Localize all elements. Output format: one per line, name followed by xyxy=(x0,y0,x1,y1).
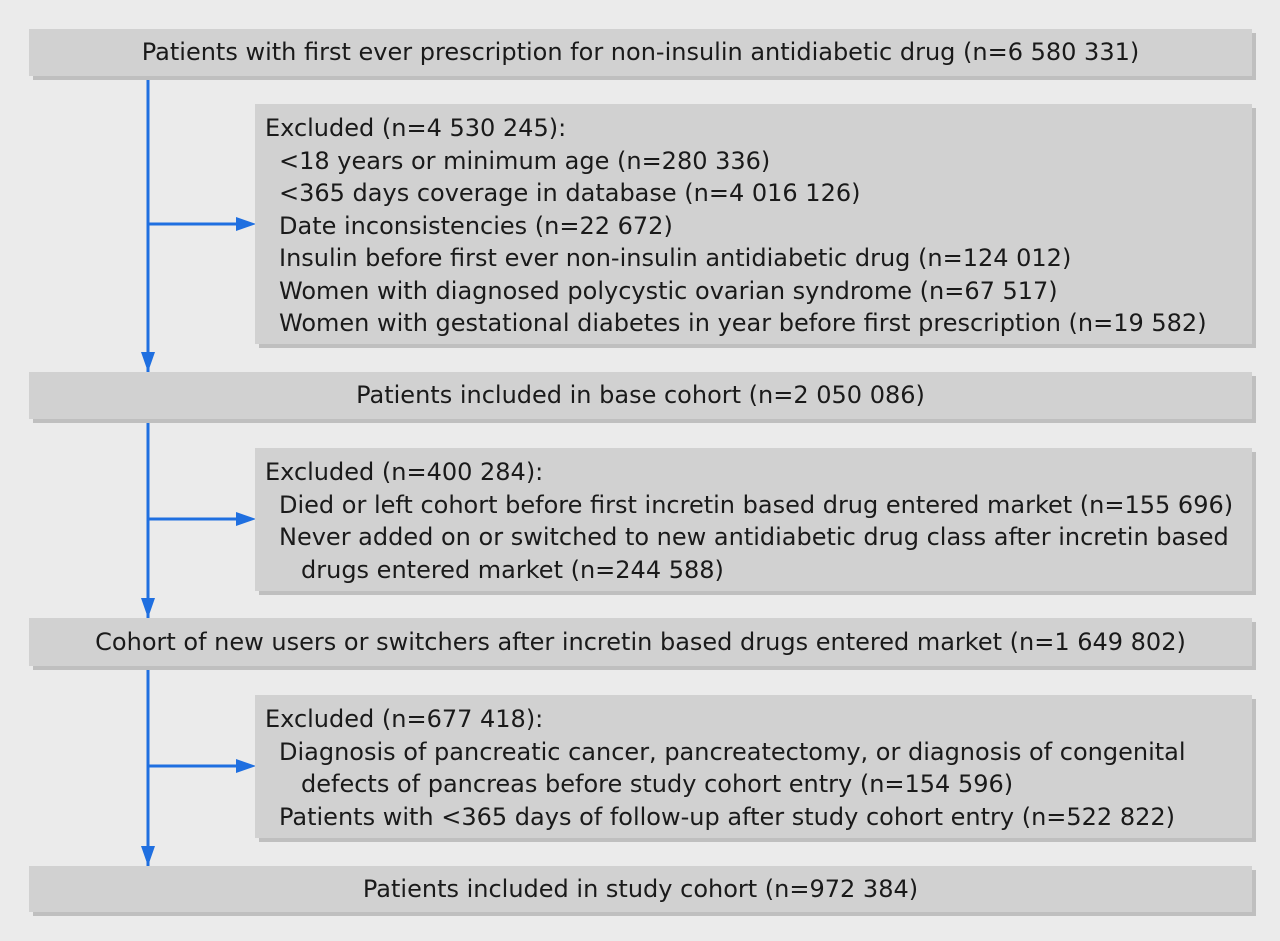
exclusion-item: Women with diagnosed polycystic ovarian … xyxy=(279,276,1058,305)
exclusion-item: Died or left cohort before first increti… xyxy=(279,490,1234,519)
exclusion-title-2: Excluded (n=400 284): xyxy=(265,458,544,486)
arrowhead-right-3 xyxy=(236,759,256,773)
arrowhead-down-2 xyxy=(141,598,155,618)
stage-box-new-users-cohort: Cohort of new users or switchers after i… xyxy=(29,618,1252,666)
exclusion-item: Insulin before first ever non-insulin an… xyxy=(279,244,1072,272)
arrowhead-right-2 xyxy=(236,512,256,526)
exclusion-item: <18 years or minimum age (n=280 336) xyxy=(279,146,771,175)
exclusion-item: Women with gestational diabetes in year … xyxy=(279,309,1207,337)
stage-box-initial: Patients with first ever prescription fo… xyxy=(29,29,1252,76)
stage-label-study-cohort: Patients included in study cohort (n=972… xyxy=(362,874,919,903)
exclusion-title-1: Excluded (n=4 530 245): xyxy=(265,114,567,142)
stage-box-study-cohort: Patients included in study cohort (n=972… xyxy=(29,866,1252,912)
exclusion-box-2: Excluded (n=400 284): Died or left cohor… xyxy=(255,448,1252,591)
exclusion-box-1: Excluded (n=4 530 245): <18 years or min… xyxy=(255,104,1252,344)
exclusion-item: Patients with <365 days of follow-up aft… xyxy=(279,802,1176,831)
exclusion-item: Date inconsistencies (n=22 672) xyxy=(279,211,673,240)
exclusion-item: Never added on or switched to new antidi… xyxy=(279,523,1229,584)
arrowhead-down-1 xyxy=(141,352,155,372)
exclusion-title-3: Excluded (n=677 418): xyxy=(265,705,544,733)
exclusion-item: Diagnosis of pancreatic cancer, pancreat… xyxy=(279,737,1186,799)
stage-label-base-cohort: Patients included in base cohort (n=2 05… xyxy=(356,381,925,410)
arrowhead-down-3 xyxy=(141,846,155,866)
exclusion-item: <365 days coverage in database (n=4 016 … xyxy=(279,179,861,207)
exclusion-box-3: Excluded (n=677 418): Diagnosis of pancr… xyxy=(255,695,1252,838)
arrowhead-right-1 xyxy=(236,217,256,231)
stage-box-base-cohort: Patients included in base cohort (n=2 05… xyxy=(29,372,1252,419)
stage-label-initial: Patients with first ever prescription fo… xyxy=(141,38,1140,67)
stage-label-new-users-cohort: Cohort of new users or switchers after i… xyxy=(95,627,1186,656)
